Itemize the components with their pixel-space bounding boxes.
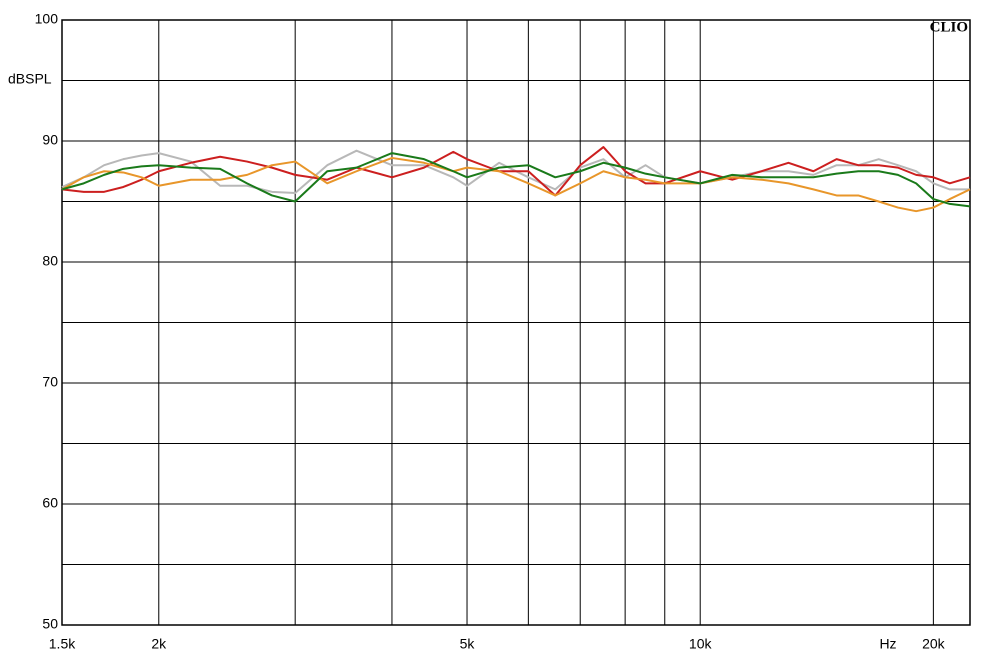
y-tick-label: 60 <box>42 495 58 511</box>
x-tick-label: 10k <box>689 636 713 652</box>
watermark: CLIO <box>930 19 968 35</box>
x-tick-label: 20k <box>922 636 946 652</box>
series-line <box>61 156 971 213</box>
y-tick-label: 90 <box>42 132 58 148</box>
y-axis-label: dBSPL <box>8 71 52 87</box>
x-tick-label: 5k <box>460 636 476 652</box>
series-line <box>61 146 971 197</box>
x-axis-label: Hz <box>879 636 896 652</box>
y-tick-label: 50 <box>42 616 58 632</box>
y-tick-label: 70 <box>42 374 58 390</box>
y-tick-label: 80 <box>42 253 58 269</box>
series-line <box>61 152 971 208</box>
x-tick-label: 1.5k <box>49 636 76 652</box>
y-tick-label: 100 <box>35 11 59 27</box>
x-tick-label: 2k <box>151 636 167 652</box>
